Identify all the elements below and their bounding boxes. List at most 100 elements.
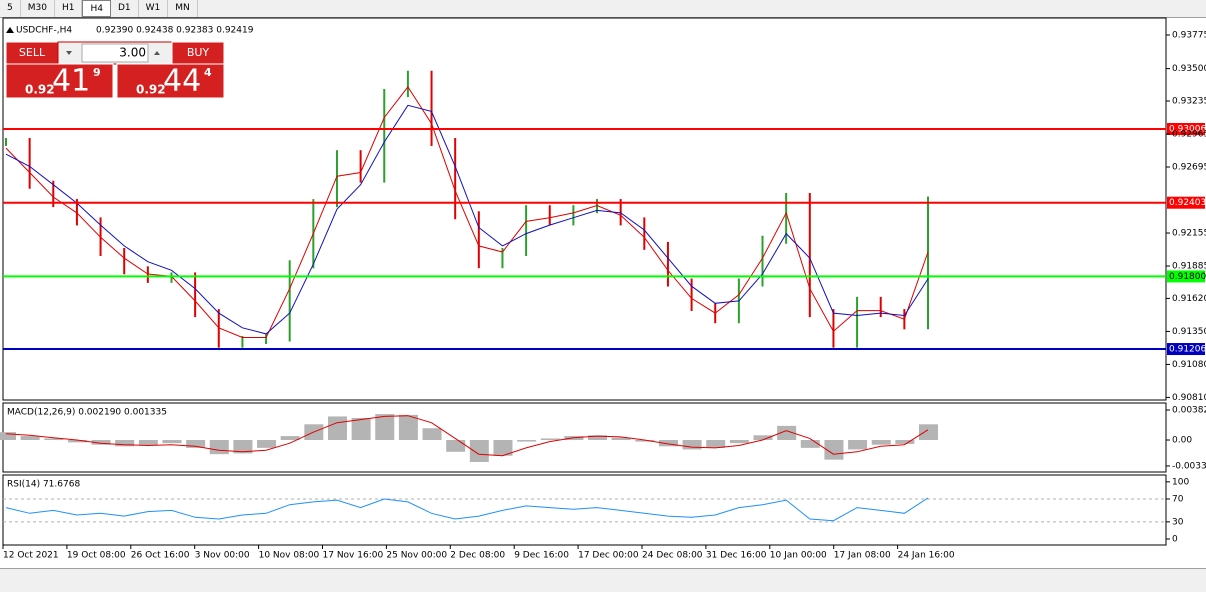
x-tick-label: 17 Jan 08:00 (834, 551, 891, 561)
macd-bar (658, 440, 678, 447)
level-label-bg (1167, 270, 1205, 283)
x-tick-label: 9 Dec 16:00 (514, 551, 569, 561)
y-tick-label: 0.93775 (1172, 30, 1206, 40)
y-tick-label: 30 (1172, 517, 1184, 527)
chart-title: USDCHF-,H4 (16, 26, 72, 36)
chart-window: 0.93006 0.92403 0.91800 0.91206 0.93775 0.935… (0, 17, 1206, 561)
y-tick-label: 0.92155 (1172, 229, 1206, 239)
pips: 41 (52, 64, 90, 99)
level-label-bg (1167, 343, 1205, 356)
x-tick-label: 2 Dec 08:00 (450, 551, 505, 561)
macd-bar (824, 440, 844, 460)
x-tick-label: 26 Oct 16:00 (131, 551, 190, 561)
pane-title: RSI(14) 71.6768 (7, 480, 80, 490)
x-tick-label: 3 Nov 00:00 (195, 551, 250, 561)
fraction: 9 (93, 66, 101, 79)
y-tick-label: 0.91885 (1172, 262, 1206, 272)
fraction: 4 (204, 66, 212, 79)
y-tick-label: 0.91080 (1172, 360, 1206, 370)
macd-bar (67, 440, 87, 443)
macd-bar (729, 440, 749, 444)
pane-frame (2, 474, 1167, 546)
timeframe-button[interactable]: M30 (21, 0, 55, 17)
macd-bar (446, 440, 466, 452)
macd-bar (706, 440, 726, 448)
macd-bar (351, 418, 371, 441)
timeframe-button[interactable]: W1 (139, 0, 169, 17)
macd-bar (233, 440, 253, 454)
macd-bar (115, 440, 135, 447)
x-tick-label: 17 Nov 16:00 (323, 551, 384, 561)
price-box (5, 63, 114, 99)
x-tick-label: 17 Dec 00:00 (578, 551, 639, 561)
x-tick-label: 12 Oct 2021 (3, 551, 59, 561)
y-tick-label: 0.91350 (1172, 327, 1206, 337)
timeframe-button[interactable]: MN (168, 0, 198, 17)
x-tick-label: 24 Jan 16:00 (898, 551, 955, 561)
macd-bar (848, 440, 868, 450)
macd-bar (777, 425, 797, 441)
collapse-arrow (6, 27, 14, 33)
chart-tabs (0, 568, 1206, 592)
price-box (116, 63, 225, 99)
big-figure: 0.92 (136, 83, 166, 97)
macd-bar (327, 416, 347, 441)
pane-title: MACD(12,26,9) 0.002190 0.001335 (7, 408, 167, 418)
big-figure: 0.92 (25, 83, 55, 97)
x-tick-label: 10 Nov 08:00 (259, 551, 320, 561)
macd-bar (375, 414, 395, 441)
macd-bar (517, 440, 537, 442)
y-tick-label: -0.0033 (1172, 461, 1206, 471)
y-tick-label: 0.90810 (1172, 393, 1206, 403)
buy-label[interactable]: BUY (187, 46, 210, 59)
macd-bar (540, 438, 560, 441)
macd-bar (209, 440, 229, 455)
moving-average (5, 86, 929, 338)
lot-down (66, 51, 72, 55)
timeframe-button[interactable]: H4 (82, 0, 111, 17)
timeframe-button[interactable]: D1 (111, 0, 139, 17)
y-tick-label: 0.91620 (1172, 294, 1206, 304)
macd-bar (800, 440, 820, 448)
y-tick-label: 0 (1172, 535, 1178, 545)
macd-bar (422, 428, 442, 441)
macd-bar (753, 435, 773, 441)
macd-bar (0, 432, 16, 441)
y-tick-label: 0.92965 (1172, 130, 1206, 140)
macd-bar (919, 424, 938, 441)
quote: 0.92390 0.92438 0.92383 0.92419 (96, 26, 254, 36)
y-tick-label: 70 (1172, 495, 1184, 505)
timeframe-button[interactable]: H1 (55, 0, 83, 17)
sell-label[interactable]: SELL (19, 46, 46, 59)
y-tick-label: 0.00 (1172, 436, 1192, 446)
lot-input (81, 43, 149, 63)
macd-bar (682, 440, 702, 450)
macd-signal (5, 415, 929, 457)
level-label: 0.93006 (1169, 124, 1206, 134)
y-tick-label: 0.93500 (1172, 64, 1206, 74)
macd-bar (280, 436, 300, 441)
macd-bar (469, 440, 489, 463)
level-label: 0.92403 (1169, 198, 1206, 208)
y-tick-label: 0.00382 (1172, 405, 1206, 415)
macd-bar (20, 436, 40, 441)
macd-bar (871, 440, 891, 445)
level-label-bg (1167, 196, 1205, 209)
macd-bar (44, 438, 64, 441)
x-tick-label: 25 Nov 00:00 (386, 551, 447, 561)
lot-up (154, 51, 160, 55)
y-tick-label: 100 (1172, 477, 1189, 487)
level-label: 0.91800 (1169, 272, 1206, 282)
macd-bar (186, 440, 206, 448)
x-tick-label: 10 Jan 00:00 (770, 551, 827, 561)
lot-value[interactable]: 3.00 (119, 46, 146, 60)
macd-bar (635, 440, 655, 442)
macd-bar (611, 437, 631, 441)
y-tick-label: 0.92695 (1172, 163, 1206, 173)
macd-bar (493, 440, 513, 456)
level-label-bg (1167, 122, 1205, 135)
timeframe-button[interactable]: 5 (0, 0, 21, 17)
macd-bar (895, 440, 915, 444)
